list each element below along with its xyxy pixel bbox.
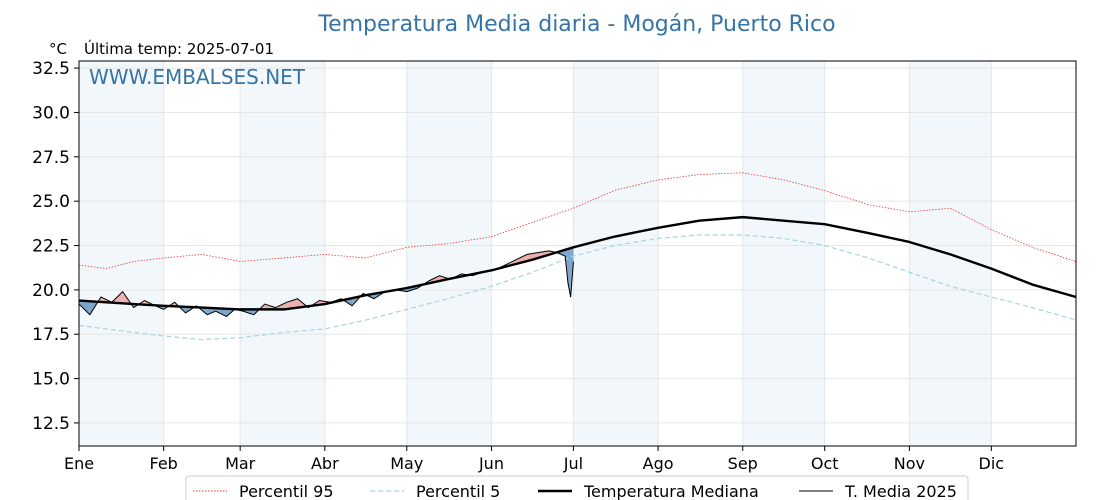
anomaly-fill-13-0 bbox=[207, 307, 216, 315]
legend-label-p95: Percentil 95 bbox=[239, 482, 334, 500]
y-tick-label-4: 22.5 bbox=[32, 237, 70, 257]
anomaly-fill-14-0 bbox=[215, 308, 227, 317]
x-tick-label-feb: Feb bbox=[150, 454, 178, 473]
series-line-p95 bbox=[78, 172, 1077, 269]
x-tick-label-oct: Oct bbox=[811, 454, 839, 473]
x-tick-label-ago: Ago bbox=[643, 454, 674, 473]
anomaly-fill-21-0 bbox=[286, 298, 298, 310]
plot-frame bbox=[78, 60, 1077, 447]
x-tick-label-ene: Ene bbox=[64, 454, 94, 473]
x-tick-label-jul: Jul bbox=[563, 454, 583, 473]
month-band-jul bbox=[573, 61, 659, 446]
month-band-may bbox=[406, 61, 492, 446]
anomaly-fill-1-0 bbox=[79, 300, 90, 315]
watermark: WWW.EMBALSES.NET bbox=[89, 65, 306, 89]
y-tick-label-1: 15.0 bbox=[32, 370, 70, 390]
x-tick-label-may: May bbox=[390, 454, 423, 473]
last-temp-label: Última temp: 2025-07-01 bbox=[84, 39, 274, 58]
month-band-mar bbox=[240, 61, 325, 446]
x-axis: Ene Feb Mar Abr May Jun Jul Ago Sep Oct Nov Dic bbox=[64, 446, 1004, 473]
y-tick-label-2: 17.5 bbox=[32, 325, 70, 345]
x-tick-label-abr: Abr bbox=[311, 454, 339, 473]
series-line-median bbox=[78, 215, 1077, 311]
chart-title: Temperatura Media diaria - Mogán, Puerto… bbox=[317, 12, 835, 37]
y-tick-label-7: 30.0 bbox=[32, 103, 70, 123]
y-tick-label-5: 25.0 bbox=[32, 192, 70, 212]
series-layer bbox=[78, 172, 1077, 341]
y-tick-label-0: 12.5 bbox=[32, 414, 70, 434]
y-tick-label-3: 20.0 bbox=[32, 281, 70, 301]
x-tick-label-dic: Dic bbox=[979, 454, 1005, 473]
legend-label-median: Temperatura Mediana bbox=[583, 482, 759, 500]
y-axis: 12.5 15.0 17.5 20.0 22.5 25.0 27.5 30.0 32.5 bbox=[32, 59, 79, 434]
series-line-current bbox=[78, 250, 574, 317]
y-tick-label-8: 32.5 bbox=[32, 59, 70, 79]
x-tick-label-nov: Nov bbox=[894, 454, 925, 473]
month-band-sep bbox=[742, 61, 825, 446]
x-tick-label-jun: Jun bbox=[478, 454, 504, 473]
month-band-ene bbox=[79, 61, 164, 446]
unit-label: °C bbox=[49, 40, 67, 58]
legend: Percentil 95 Percentil 5 Temperatura Med… bbox=[185, 475, 969, 500]
x-tick-label-mar: Mar bbox=[225, 454, 256, 473]
legend-box bbox=[185, 475, 969, 500]
grid-lines bbox=[78, 61, 1076, 446]
series-line-p5 bbox=[78, 234, 1077, 341]
legend-label-p5: Percentil 5 bbox=[416, 482, 500, 500]
x-tick-label-sep: Sep bbox=[728, 454, 758, 473]
anomaly-fill-43-0 bbox=[526, 252, 538, 262]
legend-label-current: T. Media 2025 bbox=[844, 482, 957, 500]
y-tick-label-6: 27.5 bbox=[32, 148, 70, 168]
